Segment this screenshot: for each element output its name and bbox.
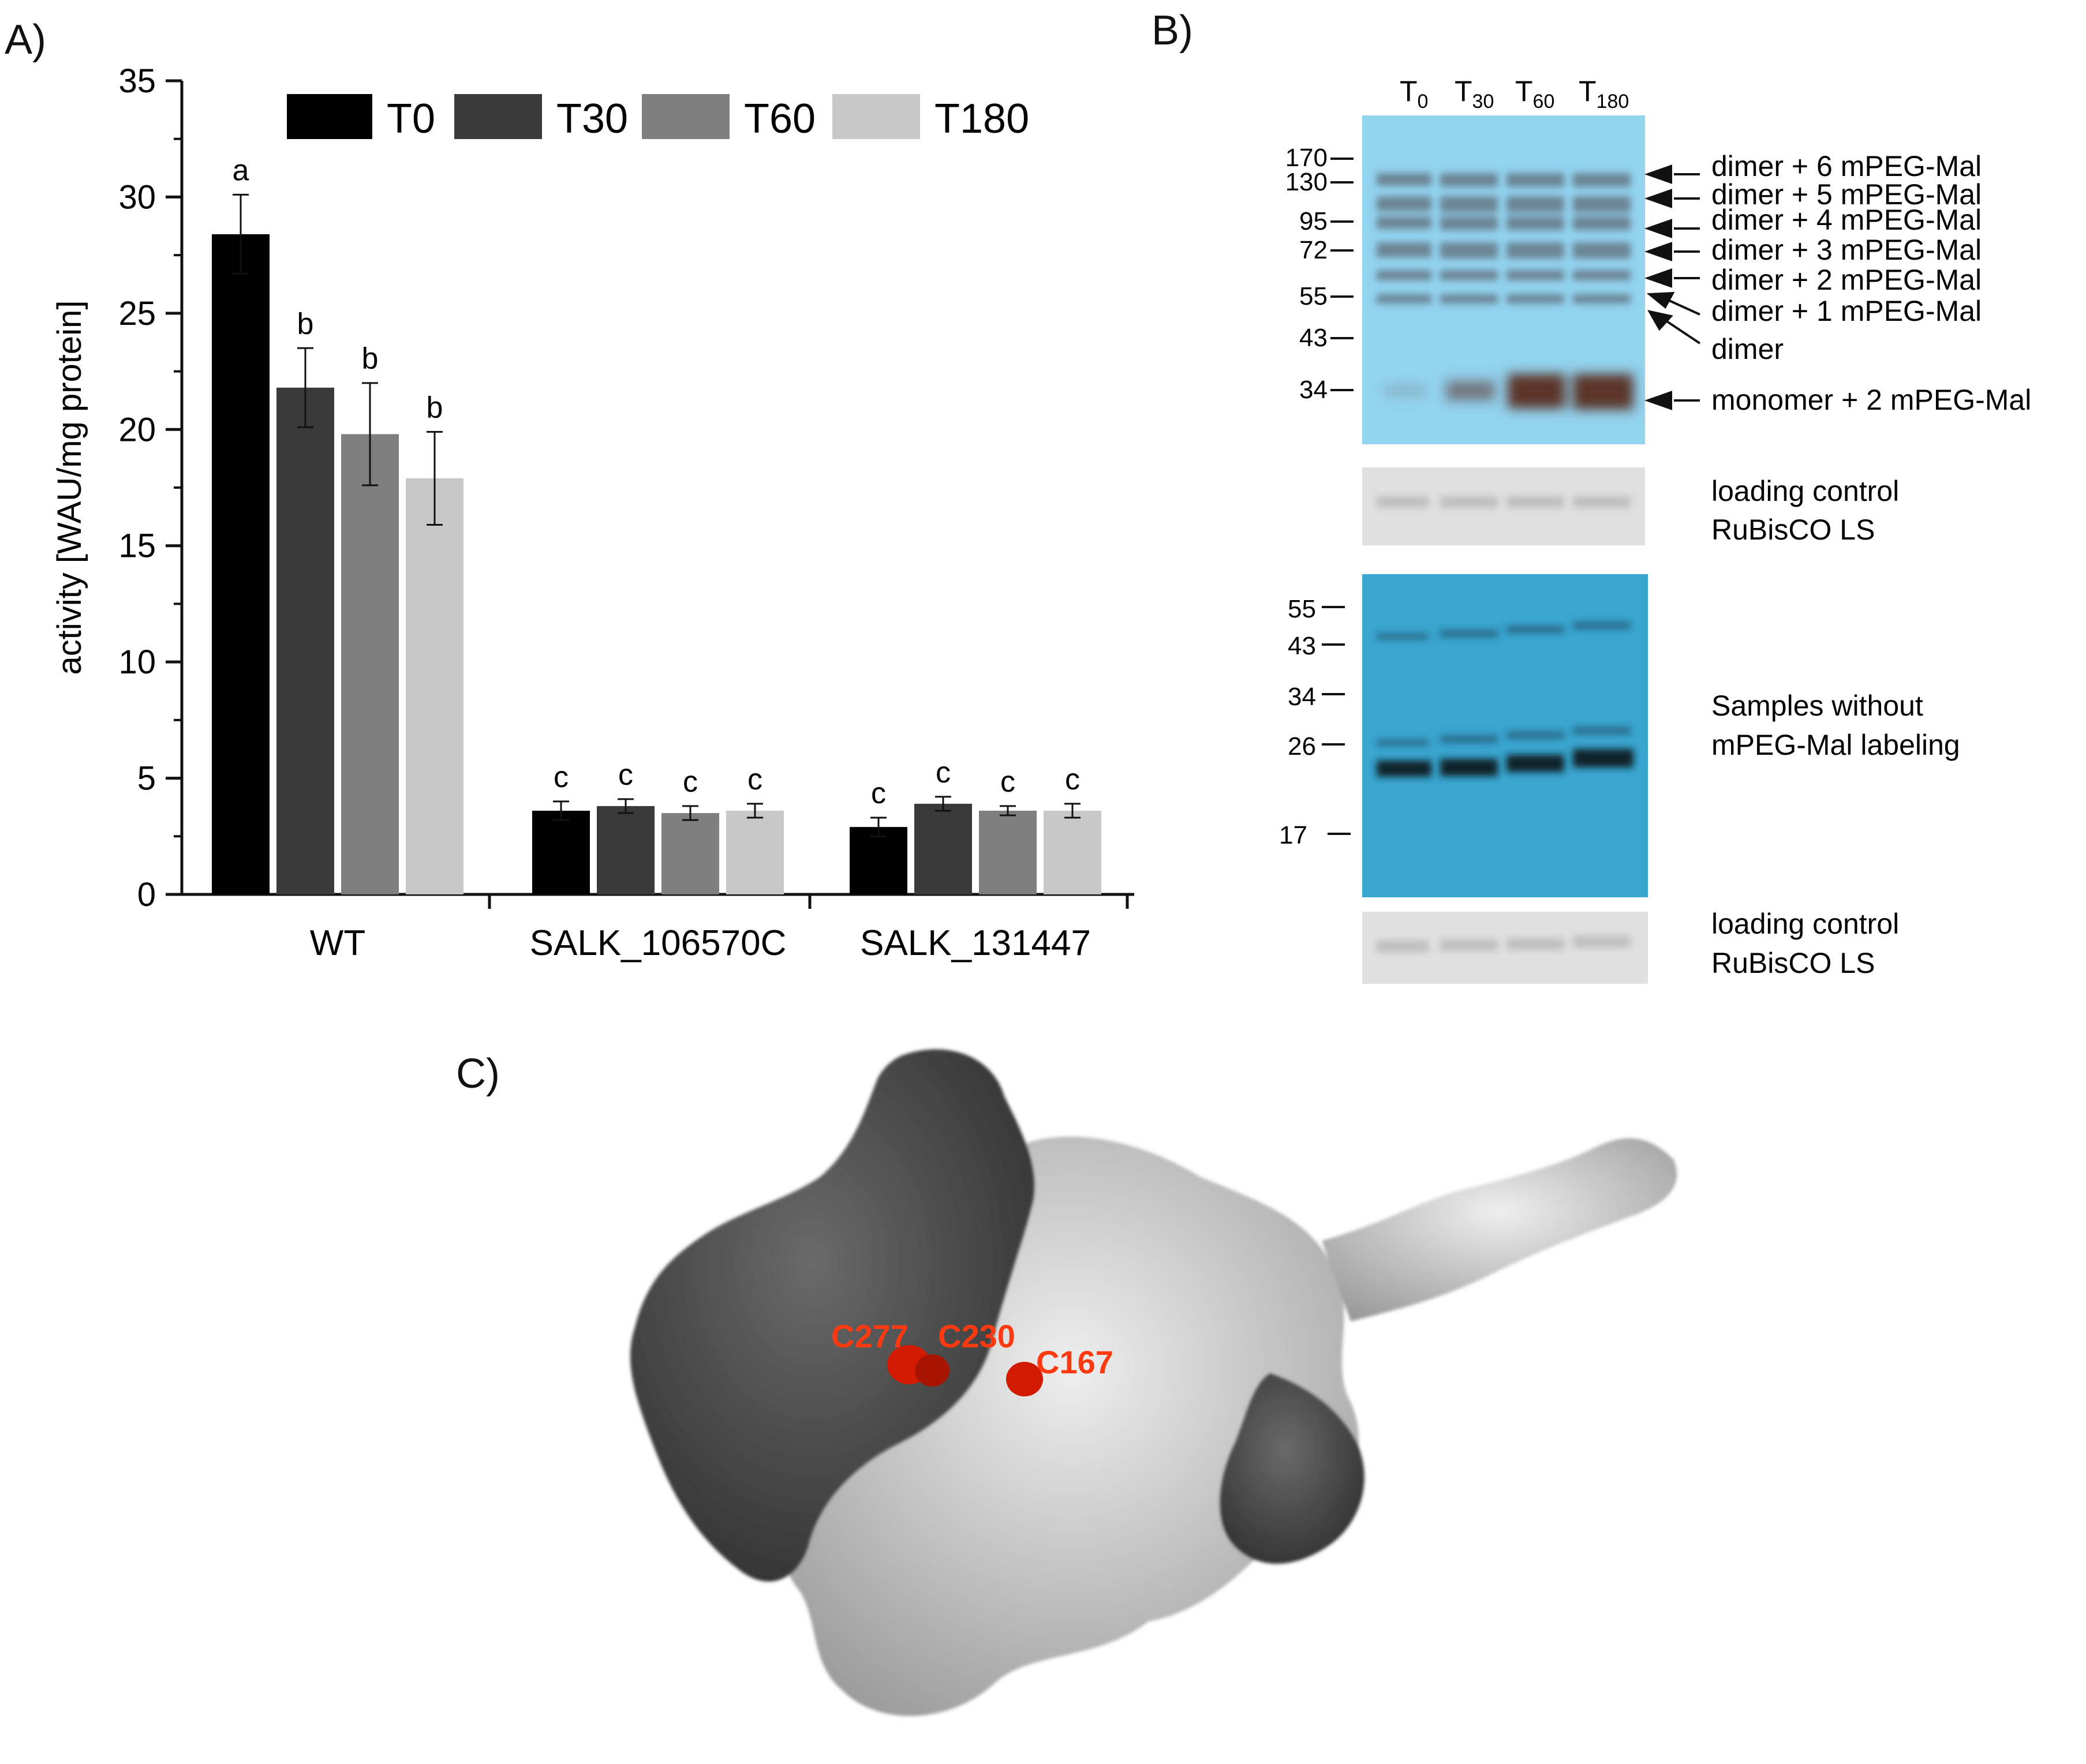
blot-bands-unlabeled [1377, 622, 1633, 777]
significance-letter-WT-T30: b [297, 307, 314, 340]
loading-control-1-line2: RuBisCO LS [1711, 514, 1875, 546]
y-tick-label-5: 5 [137, 760, 156, 797]
significance-letter-SALK_106570C-T60: c [683, 765, 698, 799]
bar-SALK_131447-T180 [1044, 810, 1101, 894]
marker-43: 43 [1299, 324, 1328, 352]
blot-bands-labeled [1377, 173, 1633, 410]
significance-letter-SALK_131447-T0: c [871, 777, 886, 810]
significance-letter-SALK_106570C-T180: c [747, 763, 762, 796]
y-tick-label-15: 15 [118, 527, 156, 565]
band-arrows [1644, 164, 1701, 410]
lane-header-t0: T0 [1400, 75, 1428, 113]
western-blot-figure: T0 T30 T60 T180 170 130 95 72 55 43 34 [1279, 75, 2031, 984]
markers-top: 170 130 95 72 55 43 34 [1285, 144, 1354, 404]
category-label-SALK_131447: SALK_131447 [860, 923, 1091, 963]
band-label-1: dimer + 1 mPEG-Mal [1711, 295, 1982, 327]
y-tick-label-0: 0 [137, 876, 156, 913]
bar-SALK_131447-T0 [850, 827, 907, 894]
band-label-dimer: dimer [1711, 333, 1784, 365]
no-label-line1: Samples without [1711, 690, 1923, 722]
legend-swatch-T60 [642, 94, 730, 139]
label-c277: C277 [831, 1318, 909, 1354]
marker-34: 34 [1299, 376, 1328, 404]
bar-SALK_131447-T30 [914, 803, 972, 894]
bar-SALK_106570C-T60 [661, 813, 719, 894]
y-tick-label-35: 35 [118, 62, 156, 100]
residue-c277-b [915, 1354, 949, 1387]
legend-label-T0: T0 [387, 96, 435, 142]
band-label-2: dimer + 2 mPEG-Mal [1711, 264, 1982, 296]
y-axis-label: activity [WAU/mg protein] [51, 301, 88, 675]
label-c167: C167 [1036, 1344, 1113, 1380]
lane-header-t180: T180 [1579, 75, 1629, 113]
legend-label-T60: T60 [744, 96, 816, 142]
residue-c167 [1006, 1362, 1043, 1396]
markers-bottom: 55 43 34 26 17 [1279, 595, 1351, 849]
loading-control-1-line1: loading control [1711, 475, 1899, 507]
significance-letter-SALK_131447-T180: c [1065, 763, 1080, 796]
bar-WT-T60 [341, 434, 399, 894]
marker-55b: 55 [1288, 595, 1316, 623]
significance-letter-WT-T180: b [427, 391, 443, 424]
marker-17b: 17 [1279, 821, 1307, 849]
y-tick-label-10: 10 [118, 643, 156, 681]
bar-SALK_131447-T60 [979, 810, 1037, 894]
loading-control-2-line1: loading control [1711, 908, 1899, 940]
marker-95: 95 [1299, 207, 1328, 235]
legend-swatch-T180 [832, 94, 920, 139]
significance-letter-SALK_131447-T60: c [1000, 765, 1015, 799]
marker-130: 130 [1285, 168, 1328, 196]
panel-label-a: A) [5, 17, 46, 63]
legend-label-T30: T30 [556, 96, 628, 142]
marker-34b: 34 [1288, 683, 1316, 711]
surface-light-domain [784, 1136, 1677, 1716]
residue-labels: C277 C230 C167 [831, 1318, 1113, 1380]
lane-header-t60: T60 [1515, 75, 1554, 113]
y-tick-label-30: 30 [118, 178, 156, 216]
significance-letter-WT-T0: a [233, 153, 249, 187]
bar-WT-T30 [276, 387, 334, 894]
bar-WT-T180 [406, 478, 463, 894]
bar-SALK_106570C-T180 [726, 810, 784, 894]
activity-bar-chart: 0 5 10 15 20 25 30 35 activity [WAU/mg protein] a… [51, 62, 1134, 963]
legend-swatch-T0 [287, 94, 372, 139]
lane-headers: T0 T30 T60 T180 [1400, 75, 1629, 113]
no-label-line2: mPEG-Mal labeling [1711, 729, 1960, 761]
band-label-4: dimer + 4 mPEG-Mal [1711, 204, 1982, 236]
bar-SALK_106570C-T0 [532, 810, 590, 894]
significance-letter-SALK_106570C-T30: c [618, 758, 633, 792]
marker-43b: 43 [1288, 632, 1316, 660]
band-labels: dimer + 6 mPEG-Mal dimer + 5 mPEG-Mal di… [1711, 150, 2031, 416]
category-label-SALK_106570C: SALK_106570C [530, 923, 787, 963]
y-tick-label-25: 25 [118, 295, 156, 332]
band-label-6: dimer + 6 mPEG-Mal [1711, 150, 1982, 182]
y-tick-label-20: 20 [118, 411, 156, 448]
panel-label-c: C) [456, 1051, 500, 1097]
band-label-monomer: monomer + 2 mPEG-Mal [1711, 384, 2031, 416]
category-label-WT: WT [310, 923, 365, 963]
band-label-5: dimer + 5 mPEG-Mal [1711, 178, 1982, 211]
bar-WT-T0 [212, 234, 270, 894]
label-c230: C230 [938, 1318, 1015, 1354]
marker-170: 170 [1285, 144, 1328, 172]
cysteine-residues [887, 1345, 1043, 1396]
marker-72: 72 [1299, 236, 1328, 264]
bar-SALK_106570C-T30 [597, 806, 655, 894]
marker-26b: 26 [1288, 732, 1316, 761]
surface-dark-domain [630, 1049, 1365, 1582]
significance-letter-SALK_131447-T30: c [936, 756, 951, 789]
loading-control-2-line2: RuBisCO LS [1711, 947, 1875, 979]
significance-letter-SALK_106570C-T0: c [554, 761, 569, 794]
marker-55: 55 [1299, 282, 1328, 310]
significance-letter-WT-T60: b [362, 342, 379, 376]
legend-swatch-T30 [454, 94, 542, 139]
band-label-3: dimer + 3 mPEG-Mal [1711, 234, 1982, 266]
legend-label-T180: T180 [934, 96, 1029, 142]
lane-header-t30: T30 [1455, 75, 1494, 113]
panel-label-b: B) [1152, 8, 1193, 54]
